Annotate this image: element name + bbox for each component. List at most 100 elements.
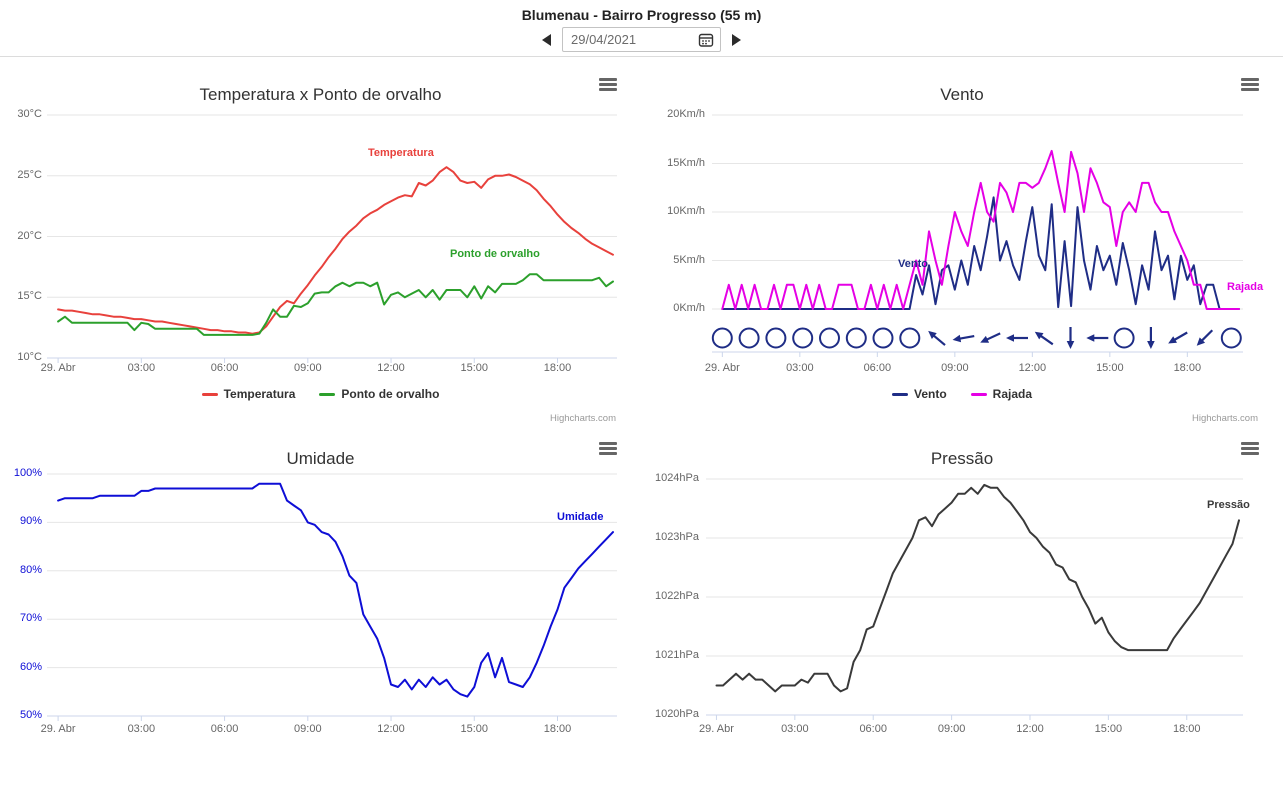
x-axis-label: 12:00 bbox=[377, 723, 405, 735]
date-picker[interactable] bbox=[562, 27, 721, 52]
x-axis-label: 18:00 bbox=[1172, 723, 1201, 735]
chart-menu-icon[interactable] bbox=[599, 442, 617, 457]
y-axis-label: 60% bbox=[19, 660, 42, 673]
x-axis-label: 09:00 bbox=[937, 723, 966, 735]
chart-title: Pressão bbox=[930, 449, 994, 469]
y-axis-label: 15Km/h bbox=[667, 156, 705, 169]
x-axis-label: 12:00 bbox=[377, 362, 405, 374]
chart-temperatura: Temperatura x Ponto de orvalho Temperatu… bbox=[0, 57, 641, 430]
series-label-pressao: Pressão bbox=[1207, 499, 1250, 511]
y-axis-label: 0Km/h bbox=[673, 302, 705, 314]
wind-calm-circle-icon bbox=[899, 327, 921, 349]
x-axis-label: 29. Abr bbox=[704, 362, 740, 374]
series-label-rajada: Rajada bbox=[1227, 281, 1264, 293]
highcharts-credit[interactable]: Highcharts.com bbox=[550, 413, 616, 424]
x-axis-label: 29. Abr bbox=[699, 723, 734, 735]
y-axis-label: 80% bbox=[19, 563, 42, 576]
y-axis-label: 20°C bbox=[17, 229, 42, 242]
series-label-vento: Vento bbox=[898, 258, 928, 270]
y-axis-label: 100% bbox=[13, 467, 42, 479]
x-axis-label: 06:00 bbox=[863, 362, 892, 374]
chevron-left-icon bbox=[542, 33, 551, 46]
legend-item-ponto-de-orvalho[interactable]: Ponto de orvalho bbox=[319, 387, 439, 401]
legend-marker bbox=[891, 392, 908, 396]
y-axis-label: 1024hPa bbox=[654, 472, 699, 484]
date-input[interactable] bbox=[562, 27, 721, 52]
y-axis-label: 25°C bbox=[17, 168, 42, 181]
y-axis-label: 90% bbox=[19, 515, 42, 528]
x-axis-label: 15:00 bbox=[460, 362, 489, 374]
date-navigation bbox=[0, 27, 1283, 52]
x-axis-label: 29. Abr bbox=[40, 723, 76, 735]
next-day-button[interactable] bbox=[730, 32, 743, 48]
x-axis-label: 12:00 bbox=[1018, 362, 1047, 374]
wind-calm-circle-icon bbox=[872, 327, 894, 349]
x-axis-label: 09:00 bbox=[941, 362, 969, 374]
umidade-plot bbox=[47, 473, 617, 721]
chart-pressao: Pressão Pressão 1024hPa 1023hPa 1022hPa 102… bbox=[641, 430, 1283, 803]
wind-calm-circle-icon bbox=[738, 327, 760, 349]
series-label-umidade: Umidade bbox=[557, 511, 604, 523]
chart-umidade: Umidade Umidade 100% 90% 80% 70% 60% 50% 29. A… bbox=[0, 430, 641, 803]
wind-calm-circle-icon bbox=[1113, 327, 1135, 349]
chart-title: Vento bbox=[940, 85, 984, 105]
y-axis-label: 20Km/h bbox=[667, 108, 705, 120]
wind-direction-arrow-icon bbox=[1086, 334, 1109, 342]
wind-direction-arrow-icon bbox=[1006, 334, 1028, 342]
calendar-icon[interactable] bbox=[698, 32, 714, 48]
wind-direction-arrow-icon bbox=[980, 332, 1001, 343]
chart-title: Temperatura x Ponto de orvalho bbox=[199, 85, 442, 105]
x-axis-label: 15:00 bbox=[1096, 362, 1124, 374]
series-label-temperatura: Temperatura bbox=[368, 147, 434, 159]
x-axis-label: 06:00 bbox=[210, 362, 239, 374]
y-axis-label: 70% bbox=[19, 612, 42, 625]
charts-grid: Temperatura x Ponto de orvalho Temperatu… bbox=[0, 57, 1283, 803]
page-header: Blumenau - Bairro Progresso (55 m) bbox=[0, 0, 1283, 57]
wind-direction-arrow-icon bbox=[1066, 327, 1075, 349]
series-label-ponto-de-orvalho: Ponto de orvalho bbox=[450, 248, 540, 260]
wind-calm-circle-icon bbox=[711, 327, 733, 349]
y-axis-label: 10Km/h bbox=[667, 205, 705, 217]
series-line-vento bbox=[721, 196, 1240, 310]
y-axis-label: 10°C bbox=[17, 351, 42, 363]
y-axis-label: 30°C bbox=[17, 108, 42, 120]
temperatura-plot bbox=[47, 114, 617, 363]
y-axis-label: 1021hPa bbox=[654, 649, 699, 661]
x-axis-label: 06:00 bbox=[210, 723, 239, 735]
pressao-plot bbox=[706, 478, 1243, 720]
wind-calm-circle-icon bbox=[792, 327, 814, 349]
y-axis-label: 1023hPa bbox=[654, 531, 699, 543]
page-title: Blumenau - Bairro Progresso (55 m) bbox=[521, 7, 762, 23]
x-axis-label: 18:00 bbox=[1173, 362, 1202, 374]
wind-calm-circle-icon bbox=[845, 327, 867, 349]
x-axis-label: 06:00 bbox=[859, 723, 887, 735]
chart-menu-icon[interactable] bbox=[599, 78, 617, 93]
legend-item-rajada[interactable]: Rajada bbox=[970, 387, 1032, 401]
highcharts-credit[interactable]: Highcharts.com bbox=[1192, 413, 1258, 424]
wind-calm-circle-icon bbox=[819, 327, 840, 349]
chart-vento: Vento Vento Rajada Vento Rajada Highchar… bbox=[641, 57, 1283, 430]
wind-direction-arrow-icon bbox=[952, 334, 975, 343]
x-axis-label: 15:00 bbox=[1094, 723, 1123, 735]
chevron-right-icon bbox=[732, 33, 741, 46]
x-axis-label: 12:00 bbox=[1016, 723, 1044, 735]
chart-menu-icon[interactable] bbox=[1241, 442, 1259, 457]
legend-item-vento[interactable]: Vento bbox=[891, 387, 947, 401]
legend-item-temperatura[interactable]: Temperatura bbox=[201, 387, 295, 401]
y-axis-label: 50% bbox=[19, 709, 42, 721]
x-axis-label: 18:00 bbox=[543, 362, 572, 374]
series-line-rajada bbox=[721, 149, 1240, 310]
x-axis-label: 09:00 bbox=[294, 723, 322, 735]
x-axis-label: 09:00 bbox=[294, 362, 322, 374]
chart-menu-icon[interactable] bbox=[1241, 78, 1259, 93]
series-line-pressão bbox=[715, 483, 1240, 693]
series-line-ponto-de-orvalho bbox=[57, 273, 614, 336]
x-axis-label: 03:00 bbox=[127, 362, 156, 374]
x-axis-label: 29. Abr bbox=[40, 362, 76, 374]
chart-title: Umidade bbox=[286, 449, 355, 469]
legend-marker bbox=[970, 392, 987, 396]
prev-day-button[interactable] bbox=[540, 32, 553, 48]
chart-legend: Temperatura Ponto de orvalho bbox=[0, 387, 641, 401]
y-axis-label: 1022hPa bbox=[654, 590, 699, 602]
series-line-temperatura bbox=[57, 166, 614, 335]
